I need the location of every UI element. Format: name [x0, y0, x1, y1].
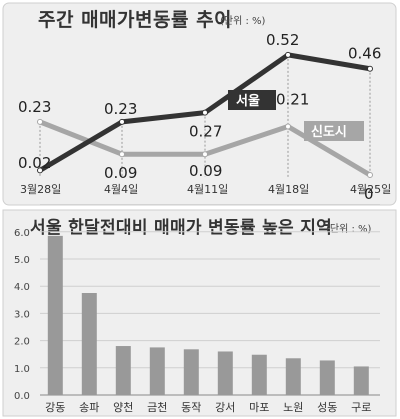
- category-label: 노원: [283, 401, 303, 414]
- bar: [81, 293, 97, 395]
- category-label: 금천: [147, 400, 167, 414]
- y-tick-label: 2.0: [14, 337, 30, 348]
- data-point: [367, 172, 373, 178]
- value-label-seoul: 0.27: [189, 123, 222, 141]
- data-point: [119, 118, 125, 125]
- data-point: [119, 151, 125, 158]
- bar: [115, 346, 131, 395]
- value-label-new-town: 0.09: [104, 164, 137, 182]
- legend-tag-seoul: 서울: [228, 90, 276, 110]
- data-point: [37, 167, 43, 174]
- category-label: 송파: [79, 401, 99, 414]
- bar: [149, 347, 165, 395]
- value-label-new-town: 0.23: [18, 98, 51, 116]
- value-label-new-town: 0.09: [189, 162, 222, 180]
- category-label: 양천: [113, 400, 133, 414]
- value-label-seoul: 0.52: [266, 31, 299, 49]
- bar: [285, 358, 301, 395]
- legend-tag-new-town: 신도시: [304, 121, 364, 141]
- legend-swatch: [304, 121, 364, 141]
- bar: [319, 360, 335, 395]
- data-point: [202, 151, 208, 158]
- category-label: 성동: [317, 401, 337, 414]
- line-chart: 0.02 0.23 0.23 0.09 0.27 0.09 0.52 0.21 0.46 0 3월2…: [18, 31, 391, 203]
- bar: [47, 235, 63, 395]
- bar: [353, 366, 369, 395]
- bar-chart-unit: (단위 : %): [326, 222, 372, 235]
- category-label: 동작: [181, 401, 201, 414]
- value-label-seoul: 0.02: [18, 154, 51, 172]
- bar: [183, 349, 199, 395]
- value-label-new-town: 0: [364, 185, 374, 203]
- x-tick-label: 4월4일: [104, 182, 138, 196]
- line-chart-title: 주간 매매가변동률 추이: [38, 9, 232, 31]
- x-tick-label: 4월18일: [268, 182, 309, 196]
- legend-label: 서울: [236, 93, 260, 109]
- x-tick-label: 4월11일: [187, 182, 228, 196]
- data-point: [202, 109, 208, 116]
- category-label: 강동: [45, 401, 65, 414]
- category-label: 구로: [351, 401, 371, 414]
- y-tick-label: 5.0: [14, 255, 30, 266]
- bar-chart-title: 서울 한달전대비 매매가 변동률 높은 지역: [30, 217, 332, 238]
- legend-swatch: [228, 90, 276, 110]
- category-label: 강서: [215, 401, 235, 414]
- x-tick-label: 4월25일: [350, 182, 391, 196]
- value-label-seoul: 0.23: [104, 100, 137, 118]
- y-tick-label: 4.0: [14, 282, 30, 293]
- value-label-new-town: 0.21: [276, 90, 309, 108]
- bar-chart: 0.0 1.0 2.0 3.0 4.0 5.0 6.0 강동 송파 양천 금천 동작 강서 마포 노원 성동 구…: [14, 204, 380, 414]
- data-point: [367, 65, 373, 72]
- line-chart-unit: (단위 : %): [220, 14, 266, 27]
- y-tick-label: 0.0: [14, 391, 30, 402]
- data-point: [285, 51, 291, 58]
- y-tick-label: 6.0: [14, 228, 30, 239]
- legend-label: 신도시: [311, 125, 347, 140]
- bar: [217, 351, 233, 395]
- y-tick-label: 3.0: [14, 309, 30, 320]
- value-label-seoul: 0.46: [348, 45, 381, 63]
- x-tick-label: 3월28일: [20, 182, 61, 196]
- data-point: [285, 123, 291, 130]
- category-label: 마포: [249, 401, 269, 414]
- y-tick-label: 1.0: [14, 364, 30, 375]
- data-point: [37, 118, 43, 125]
- bar: [251, 354, 267, 395]
